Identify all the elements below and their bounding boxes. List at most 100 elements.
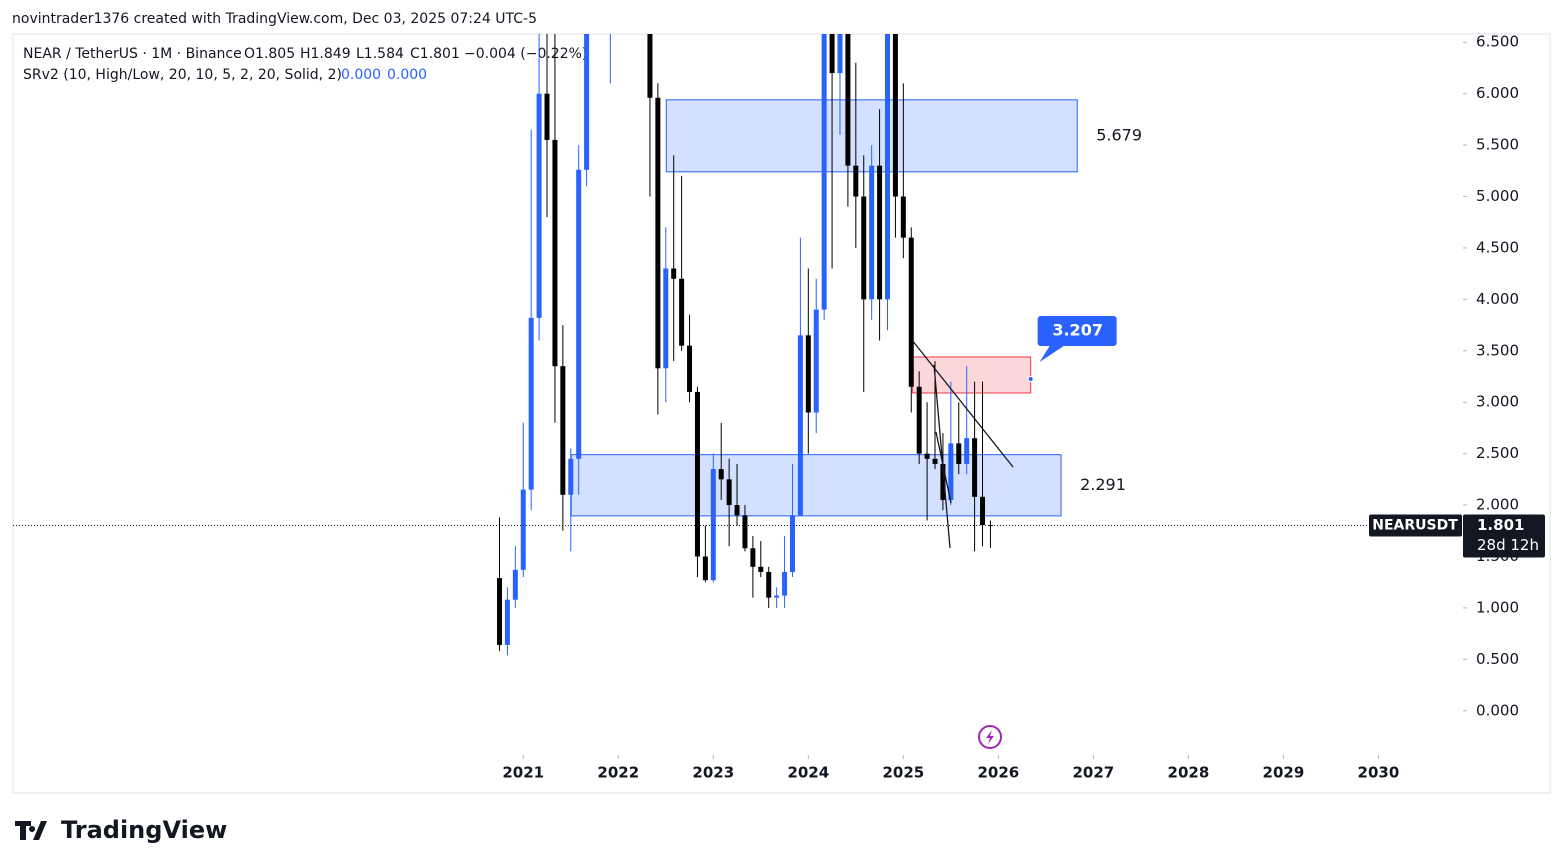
candle-body (924, 453, 930, 459)
candle-body (948, 443, 954, 500)
candle-body (647, 34, 653, 98)
candle-body (750, 548, 756, 567)
symbol-tag: NEARUSDT (1372, 518, 1458, 534)
callout (1037, 315, 1117, 362)
zone-label: 2.291 (1080, 475, 1126, 494)
price-label-bg (1463, 514, 1545, 558)
candle-body (869, 165, 875, 300)
candle-body (853, 165, 859, 197)
x-tick-label: 2030 (1358, 764, 1400, 782)
candle-body (702, 556, 708, 581)
countdown: 28d 12h (1477, 536, 1539, 554)
candle-body (932, 458, 938, 464)
candle-body (940, 463, 946, 500)
candle-body (718, 469, 724, 480)
chart-frame (12, 33, 1551, 794)
symbol-tag-bg (1369, 514, 1462, 537)
candle-body (576, 169, 582, 459)
candle-body (987, 525, 993, 527)
y-tick-label: 2.000 (1476, 496, 1519, 514)
candle-body (504, 599, 510, 645)
y-tick-label: 3.500 (1476, 341, 1519, 359)
x-tick-label: 2024 (787, 764, 829, 782)
legend-open: O1.805 (244, 46, 295, 62)
candle-body (528, 317, 534, 490)
indicator-value: 0.000 (387, 67, 427, 83)
candle-body (726, 479, 732, 506)
candle-body (805, 335, 811, 413)
plot (497, 34, 1078, 656)
y-tick-label: 5.000 (1476, 187, 1519, 205)
candle-body (980, 496, 986, 526)
y-tick-label: 6.500 (1476, 33, 1519, 51)
legend-close: C1.801 (410, 46, 460, 62)
zone-label: 3.207 (1052, 320, 1103, 339)
candle-body (497, 578, 503, 645)
zone (911, 356, 1032, 394)
candle-body (679, 278, 685, 346)
candle-body (797, 335, 803, 516)
x-tick-label: 2026 (977, 764, 1019, 782)
candle-body (663, 268, 669, 369)
candle-body (544, 93, 550, 140)
x-tick-label: 2027 (1072, 764, 1114, 782)
candle-body (687, 345, 693, 392)
x-tick-label: 2022 (597, 764, 639, 782)
tv-logo: TradingView (15, 816, 227, 844)
callout-anchor (1027, 375, 1034, 382)
trend-lines (911, 339, 1014, 549)
y-tick-label: 6.000 (1476, 84, 1519, 102)
candle-body (877, 165, 883, 300)
y-tick-label: 5.500 (1476, 136, 1519, 154)
indicator-name: SRv2 (10, High/Low, 20, 10, 5, 2, 20, So… (23, 67, 342, 83)
candle-body (861, 196, 867, 300)
legend-change: −0.004 (−0.22%) (464, 46, 587, 62)
candle-body (964, 438, 970, 464)
y-tick-label: 4.500 (1476, 238, 1519, 256)
candle-body (568, 458, 574, 495)
legend-low: L1.584 (356, 46, 404, 62)
price-label: 1.801 (1477, 516, 1524, 534)
candle-body (813, 309, 819, 413)
header: novintrader1376 created with TradingView… (12, 11, 537, 27)
y-tick-label: 4.000 (1476, 290, 1519, 308)
candle-body (520, 489, 526, 570)
candle-body (710, 469, 716, 581)
y-tick-label: 3.000 (1476, 393, 1519, 411)
candle-body (900, 196, 906, 238)
candle-body (782, 571, 788, 596)
candle-body (552, 139, 558, 367)
candle-body (758, 566, 764, 572)
candle-body (821, 34, 827, 310)
indicator-value: 0.000 (341, 67, 381, 83)
x-tick-label: 2025 (882, 764, 924, 782)
candle-body (908, 237, 914, 387)
candle-body (694, 391, 700, 557)
candle-body (734, 505, 740, 516)
candle-body (829, 34, 835, 74)
candle-body (845, 34, 851, 166)
zone-label: 5.679 (1096, 125, 1142, 144)
candle-body (956, 443, 962, 464)
y-tick-label: 2.500 (1476, 444, 1519, 462)
lightning-icon[interactable] (978, 725, 1002, 749)
y-tick-label: 1.000 (1476, 598, 1519, 616)
legend: NEAR / TetherUS · 1M · Binance O1.805 H1… (23, 46, 587, 83)
y-tick-label: 0.000 (1476, 701, 1519, 719)
candle-body (774, 595, 780, 598)
candle-body (560, 366, 566, 495)
candle-body (584, 34, 590, 170)
x-tick-label: 2029 (1263, 764, 1305, 782)
candle-body (884, 34, 890, 300)
candle-body (766, 571, 772, 598)
candle-body (671, 268, 677, 279)
brand: TradingView (61, 816, 227, 844)
candle-body (655, 97, 661, 369)
candle-body (742, 515, 748, 549)
candle-body (536, 93, 542, 318)
legend-symbol: NEAR / TetherUS · 1M · Binance (23, 46, 242, 62)
candle-body (512, 569, 518, 600)
candle-body (892, 34, 898, 197)
x-tick-label: 2023 (692, 764, 734, 782)
